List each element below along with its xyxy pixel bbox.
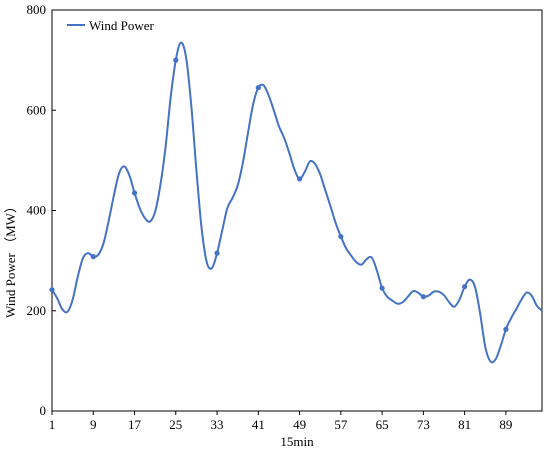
plot-border bbox=[51, 9, 543, 412]
series-layer bbox=[49, 41, 543, 364]
series-line-wind-power bbox=[51, 41, 543, 364]
x-axis-title: 15min bbox=[280, 434, 314, 449]
data-point-marker bbox=[90, 254, 96, 260]
x-tick-label: 89 bbox=[499, 417, 512, 432]
data-point-marker bbox=[503, 326, 509, 332]
legend: Wind Power bbox=[67, 18, 154, 33]
data-point-marker bbox=[255, 85, 261, 91]
legend-label-wind-power: Wind Power bbox=[89, 18, 154, 33]
data-point-marker bbox=[49, 287, 55, 293]
y-tick-label: 400 bbox=[27, 203, 47, 218]
data-point-marker bbox=[131, 190, 138, 196]
data-point-marker bbox=[296, 176, 303, 182]
x-tick-label: 17 bbox=[128, 417, 142, 432]
data-point-marker bbox=[379, 285, 385, 291]
y-axis-ticks: 0 200 400 600 800 bbox=[27, 2, 56, 418]
x-tick-label: 25 bbox=[169, 417, 182, 432]
data-point-marker bbox=[338, 233, 344, 240]
x-tick-label: 49 bbox=[293, 417, 306, 432]
x-tick-label: 81 bbox=[458, 417, 471, 432]
x-tick-label: 65 bbox=[376, 417, 389, 432]
x-tick-label: 57 bbox=[334, 417, 348, 432]
data-point-marker bbox=[462, 284, 468, 290]
y-tick-label: 600 bbox=[27, 102, 47, 117]
x-tick-label: 9 bbox=[90, 417, 97, 432]
x-tick-label: 33 bbox=[211, 417, 224, 432]
y-axis-title: Wind Power （MW） bbox=[3, 200, 18, 318]
y-tick-label: 200 bbox=[27, 303, 47, 318]
x-tick-label: 1 bbox=[49, 417, 56, 432]
data-point-marker bbox=[420, 294, 426, 300]
data-point-marker bbox=[173, 57, 179, 63]
y-tick-label: 800 bbox=[27, 2, 47, 17]
x-tick-label: 73 bbox=[417, 417, 430, 432]
plot-area-frame bbox=[51, 9, 543, 412]
x-tick-label: 41 bbox=[252, 417, 265, 432]
x-axis-ticks: 1 9 17 25 33 41 49 57 65 73 81 89 bbox=[49, 411, 512, 432]
y-tick-label: 0 bbox=[40, 403, 47, 418]
data-point-marker bbox=[214, 250, 220, 256]
